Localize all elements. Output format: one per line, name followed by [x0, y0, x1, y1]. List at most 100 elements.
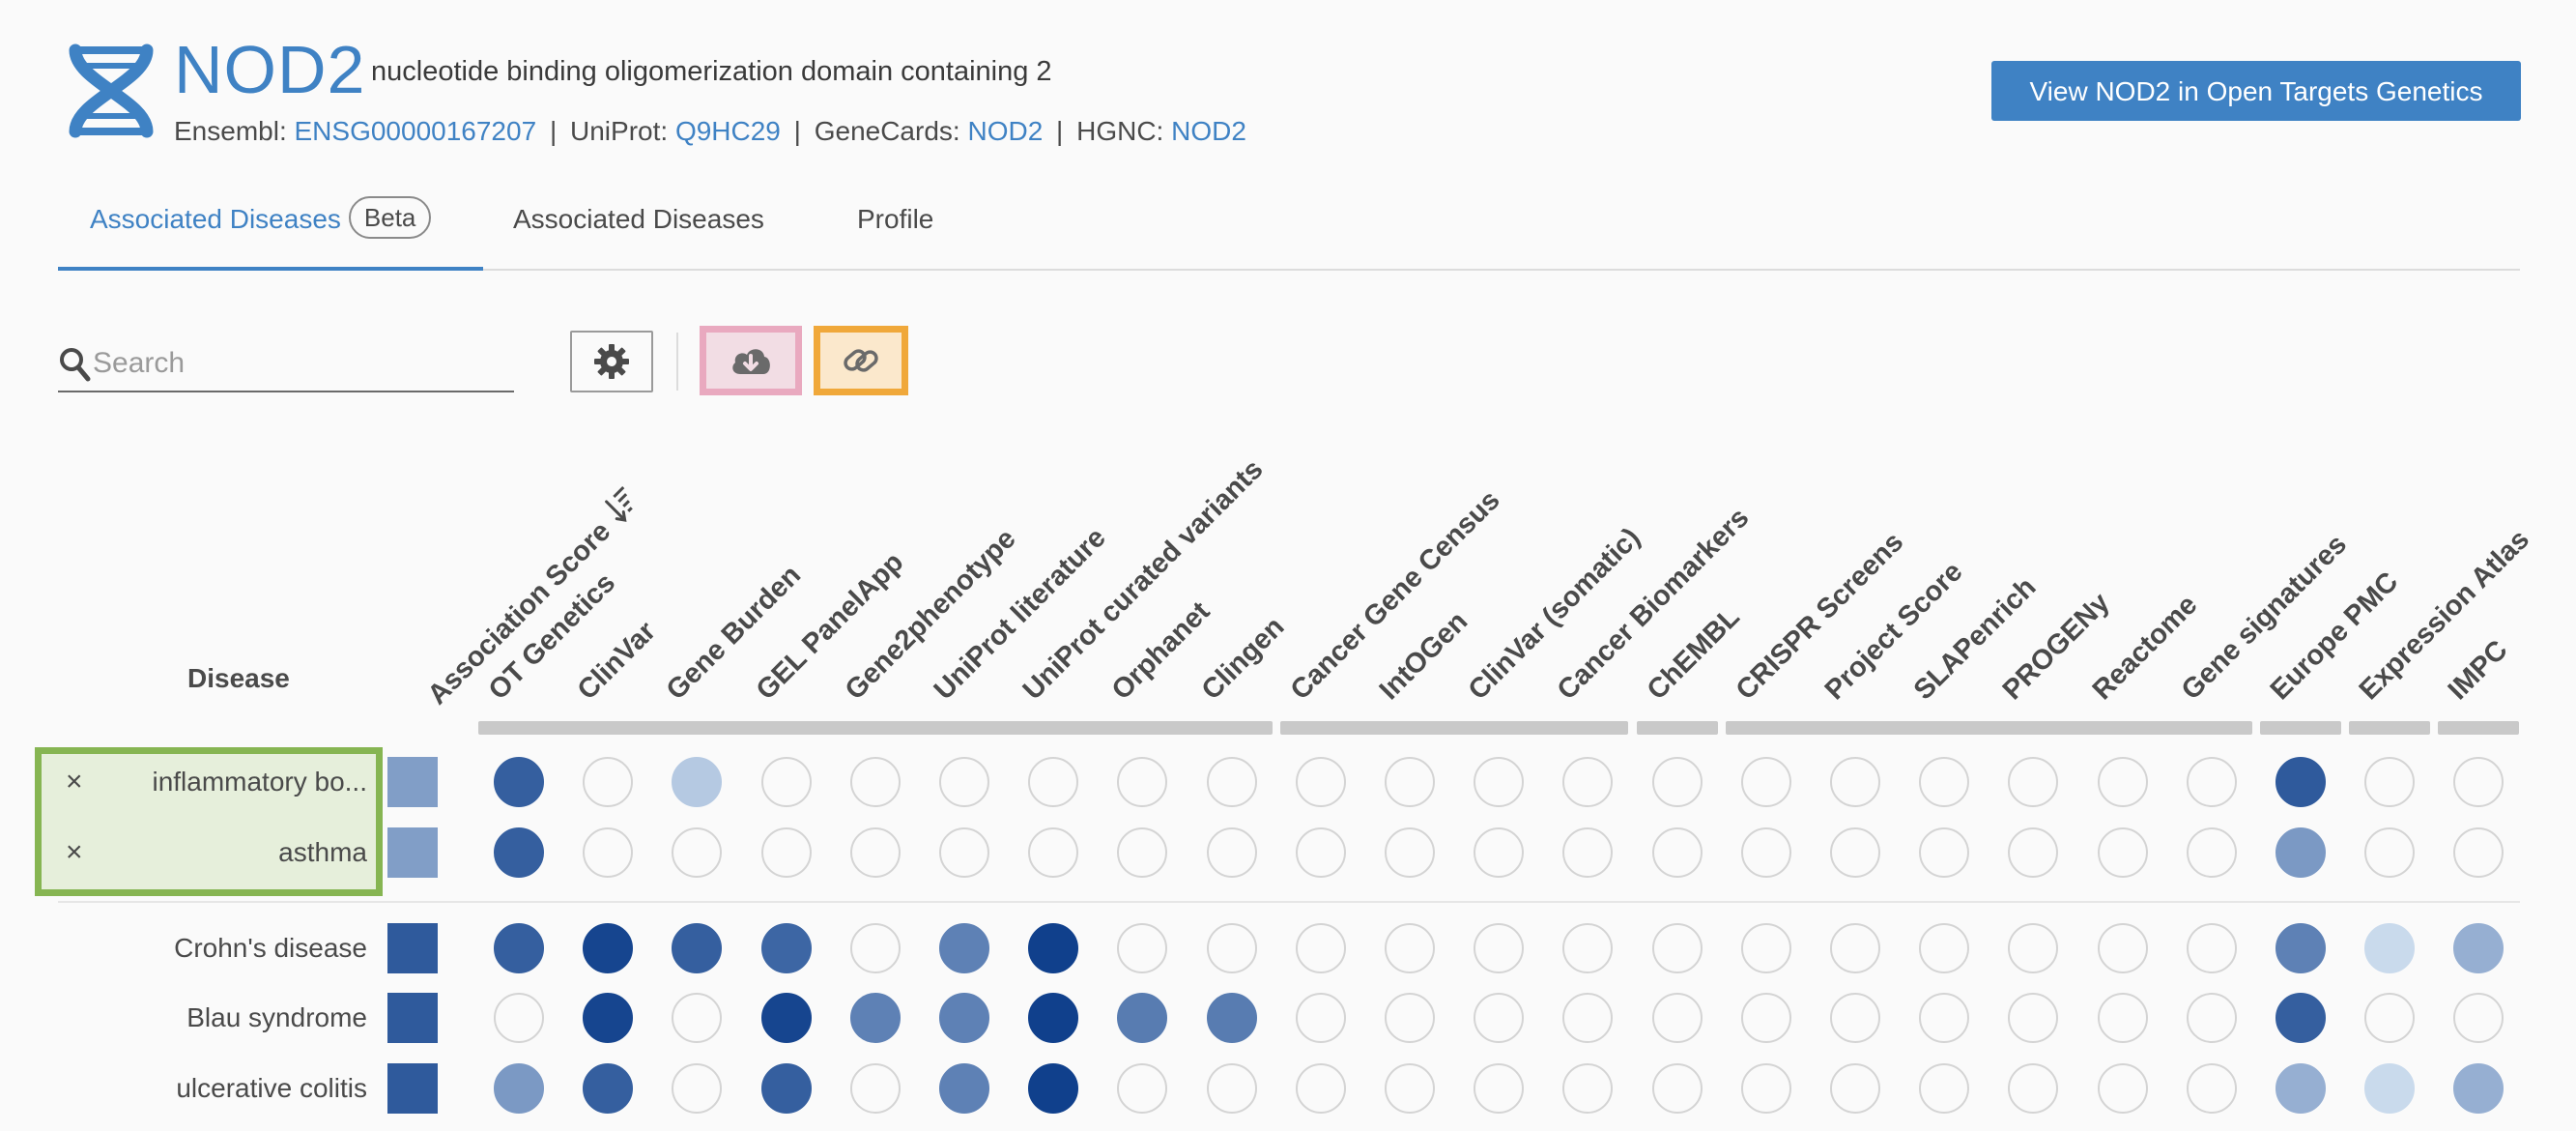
evidence-cell[interactable]	[1830, 827, 1880, 878]
evidence-cell[interactable]	[2097, 923, 2148, 973]
column-header-clingen[interactable]: Clingen	[1195, 611, 1291, 707]
evidence-cell[interactable]	[1562, 993, 1614, 1043]
association-score-cell[interactable]	[387, 827, 438, 878]
evidence-cell[interactable]	[1740, 757, 1791, 807]
download-button[interactable]	[700, 326, 802, 395]
evidence-cell[interactable]	[2275, 1063, 2326, 1114]
association-score-header[interactable]: Association Score	[418, 482, 647, 711]
evidence-cell[interactable]	[1474, 993, 1525, 1043]
association-score-cell[interactable]	[387, 923, 438, 973]
evidence-cell[interactable]	[1474, 923, 1525, 973]
evidence-cell[interactable]	[583, 827, 634, 878]
evidence-cell[interactable]	[494, 993, 544, 1043]
evidence-cell[interactable]	[1919, 1063, 1970, 1114]
evidence-cell[interactable]	[2008, 923, 2059, 973]
evidence-cell[interactable]	[2275, 757, 2326, 807]
evidence-cell[interactable]	[2453, 993, 2504, 1043]
evidence-cell[interactable]	[1474, 1063, 1525, 1114]
unpin-row-icon[interactable]: ×	[66, 766, 83, 798]
evidence-cell[interactable]	[1830, 993, 1880, 1043]
settings-button[interactable]	[570, 331, 653, 392]
evidence-cell[interactable]	[583, 757, 634, 807]
evidence-cell[interactable]	[1295, 757, 1346, 807]
evidence-cell[interactable]	[1295, 1063, 1346, 1114]
column-header-impc[interactable]: IMPC	[2443, 634, 2514, 707]
evidence-cell[interactable]	[1830, 923, 1880, 973]
disease-name[interactable]: Blau syndrome	[186, 1002, 367, 1032]
evidence-cell[interactable]	[1385, 1063, 1435, 1114]
evidence-cell[interactable]	[1206, 1063, 1257, 1114]
evidence-cell[interactable]	[1117, 827, 1168, 878]
uniprot-link[interactable]: Q9HC29	[674, 116, 781, 146]
column-header-gene2phenotype[interactable]: Gene2phenotype	[839, 523, 1022, 707]
evidence-cell[interactable]	[1206, 757, 1257, 807]
column-header-crispr-screens[interactable]: CRISPR Screens	[1730, 526, 1910, 707]
evidence-cell[interactable]	[1028, 757, 1079, 807]
evidence-cell[interactable]	[1651, 993, 1703, 1043]
evidence-cell[interactable]	[1117, 923, 1168, 973]
unpin-row-icon[interactable]: ×	[66, 836, 83, 868]
evidence-cell[interactable]	[1117, 993, 1168, 1043]
evidence-cell[interactable]	[2186, 1063, 2237, 1114]
evidence-cell[interactable]	[760, 757, 812, 807]
evidence-cell[interactable]	[1295, 993, 1346, 1043]
evidence-cell[interactable]	[583, 993, 634, 1043]
column-header-gene-signatures[interactable]: Gene signatures	[2175, 528, 2353, 707]
evidence-cell[interactable]	[672, 757, 723, 807]
column-header-clinvar[interactable]: ClinVar	[571, 615, 663, 707]
evidence-cell[interactable]	[849, 757, 901, 807]
disease-name[interactable]: asthma	[278, 837, 367, 867]
evidence-cell[interactable]	[1740, 993, 1791, 1043]
evidence-cell[interactable]	[1206, 923, 1257, 973]
evidence-cell[interactable]	[1740, 1063, 1791, 1114]
evidence-cell[interactable]	[1028, 1063, 1079, 1114]
disease-name[interactable]: inflammatory bo...	[152, 767, 367, 797]
evidence-cell[interactable]	[1651, 757, 1703, 807]
evidence-cell[interactable]	[2275, 827, 2326, 878]
evidence-cell[interactable]	[2008, 1063, 2059, 1114]
evidence-cell[interactable]	[672, 827, 723, 878]
evidence-cell[interactable]	[2186, 993, 2237, 1043]
evidence-cell[interactable]	[1295, 923, 1346, 973]
ensembl-link[interactable]: ENSG00000167207	[294, 116, 537, 146]
evidence-cell[interactable]	[672, 1063, 723, 1114]
evidence-cell[interactable]	[1206, 827, 1257, 878]
genecards-link[interactable]: NOD2	[967, 116, 1044, 146]
evidence-cell[interactable]	[2453, 827, 2504, 878]
evidence-cell[interactable]	[2364, 827, 2416, 878]
evidence-cell[interactable]	[1562, 827, 1614, 878]
evidence-cell[interactable]	[760, 827, 812, 878]
evidence-cell[interactable]	[1562, 1063, 1614, 1114]
evidence-cell[interactable]	[939, 1063, 989, 1114]
evidence-cell[interactable]	[1028, 827, 1079, 878]
evidence-cell[interactable]	[2186, 757, 2237, 807]
evidence-cell[interactable]	[760, 1063, 812, 1114]
evidence-cell[interactable]	[939, 827, 989, 878]
evidence-cell[interactable]	[583, 1063, 634, 1114]
evidence-cell[interactable]	[1919, 993, 1970, 1043]
evidence-cell[interactable]	[494, 1063, 544, 1114]
evidence-cell[interactable]	[2097, 1063, 2148, 1114]
evidence-cell[interactable]	[1028, 923, 1079, 973]
evidence-cell[interactable]	[2275, 923, 2326, 973]
evidence-cell[interactable]	[2364, 1063, 2416, 1114]
search-input[interactable]	[91, 340, 506, 387]
evidence-cell[interactable]	[494, 757, 544, 807]
hgnc-link[interactable]: NOD2	[1171, 116, 1246, 146]
evidence-cell[interactable]	[2364, 993, 2416, 1043]
evidence-cell[interactable]	[1117, 757, 1168, 807]
evidence-cell[interactable]	[2186, 923, 2237, 973]
evidence-cell[interactable]	[1385, 993, 1435, 1043]
evidence-cell[interactable]	[2453, 1063, 2504, 1114]
evidence-cell[interactable]	[939, 757, 989, 807]
evidence-cell[interactable]	[1474, 827, 1525, 878]
evidence-cell[interactable]	[2453, 923, 2504, 973]
share-link-button[interactable]	[814, 326, 908, 395]
evidence-cell[interactable]	[2186, 827, 2237, 878]
evidence-cell[interactable]	[1919, 757, 1970, 807]
evidence-cell[interactable]	[760, 993, 812, 1043]
evidence-cell[interactable]	[2097, 757, 2148, 807]
association-score-cell[interactable]	[387, 757, 438, 807]
evidence-cell[interactable]	[1117, 1063, 1168, 1114]
evidence-cell[interactable]	[672, 923, 723, 973]
